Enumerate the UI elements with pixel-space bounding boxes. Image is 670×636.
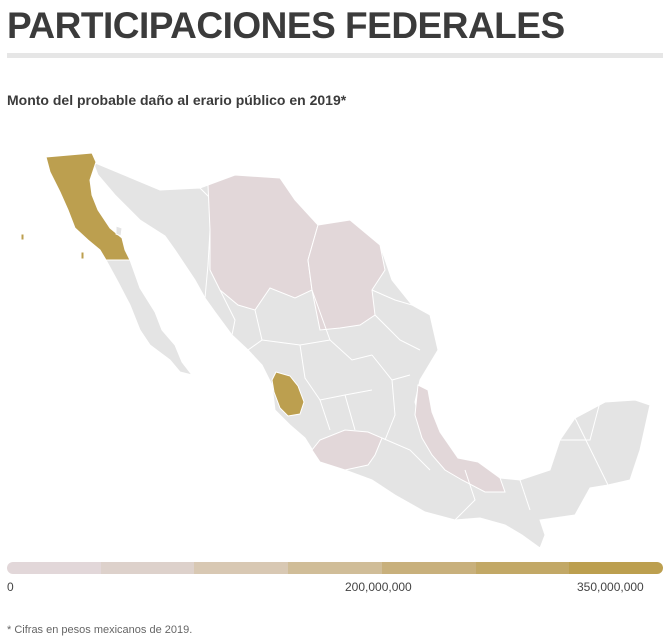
legend-step-5	[475, 562, 570, 574]
state-coahuila	[307, 219, 386, 331]
legend-step-2	[194, 562, 289, 574]
legend-step-3	[288, 562, 382, 574]
state-nayarit	[271, 371, 305, 417]
state-chihuahua	[207, 174, 319, 311]
legend-step-4	[381, 562, 476, 574]
legend-step-0	[7, 562, 101, 574]
page-title: PARTICIPACIONES FEDERALES	[7, 5, 565, 46]
legend-label-max: 350,000,000	[577, 580, 644, 594]
footnote: * Cifras en pesos mexicanos de 2019.	[7, 624, 193, 636]
map-subtitle: Monto del probable daño al erario públic…	[7, 92, 347, 108]
legend-label-mid: 200,000,000	[345, 580, 412, 594]
internal-state-borders	[219, 289, 609, 521]
legend-label-min: 0	[7, 580, 14, 594]
color-scale-legend	[7, 562, 663, 574]
island-cedros	[80, 251, 85, 260]
state-veracruz	[414, 384, 506, 493]
island-guadalupe	[20, 233, 25, 241]
island-tiburon	[115, 225, 123, 237]
title-divider	[7, 53, 663, 58]
legend-step-1	[100, 562, 195, 574]
state-sonora	[92, 161, 213, 300]
state-guerrero	[311, 429, 383, 471]
state-baja-california-sur	[105, 259, 194, 376]
legend-step-6	[569, 562, 663, 574]
mexico-choropleth-map	[20, 152, 651, 549]
state-baja-california	[45, 152, 131, 261]
